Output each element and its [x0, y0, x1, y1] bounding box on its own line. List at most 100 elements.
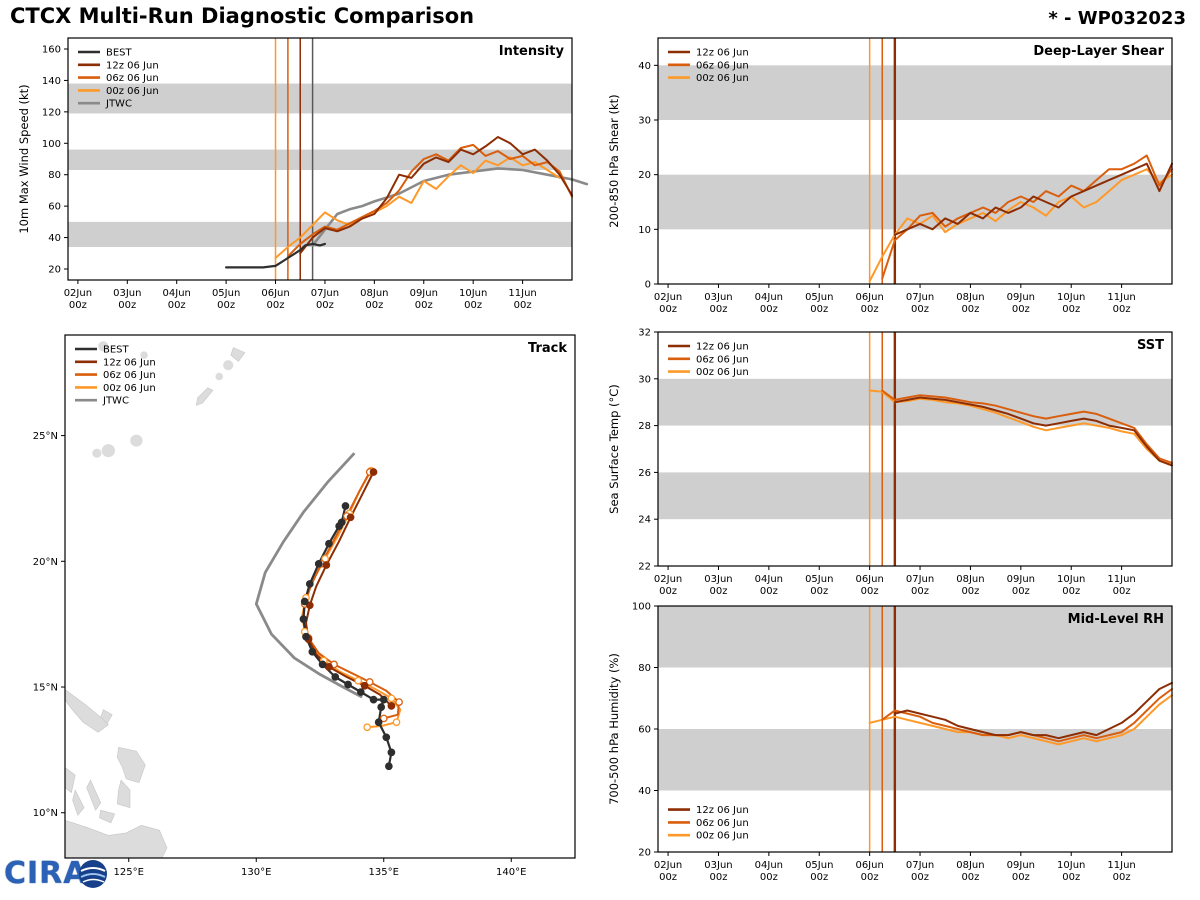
text-label: 130°E: [241, 867, 271, 878]
text-label: 00z 06 Jun: [106, 86, 159, 97]
island: [101, 444, 115, 458]
text-label: 00z: [911, 304, 929, 315]
text-label: 06z 06 Jun: [106, 73, 159, 84]
map-area: [65, 335, 575, 858]
island: [92, 448, 102, 458]
text-label: 10Jun: [1057, 860, 1085, 871]
text-label: 00z: [760, 872, 778, 883]
rh-panel: 2040608010002Jun00z03Jun00z04Jun00z05Jun…: [607, 602, 1173, 883]
text-label: 20: [638, 848, 651, 859]
text-label: 32: [638, 328, 651, 339]
storm-id: * - WP032023: [1048, 8, 1186, 29]
text-label: 09Jun: [1007, 292, 1035, 303]
text-label: JTWC: [105, 99, 132, 110]
shaded-band: [658, 65, 1172, 120]
track-marker-best: [331, 673, 340, 681]
shaded-band: [658, 606, 1172, 668]
text-label: 00z: [810, 872, 828, 883]
text-label: 00z 06 Jun: [103, 383, 156, 394]
text-label: 160: [42, 45, 61, 56]
text-label: 08Jun: [360, 288, 388, 299]
island: [140, 351, 148, 359]
text-label: 04Jun: [755, 292, 783, 303]
series-line-best: [225, 242, 326, 269]
text-label: 100: [632, 602, 651, 613]
text-label: 25°N: [33, 431, 58, 442]
island: [223, 360, 234, 371]
intensity-panel: 2040608010012014016002Jun00z03Jun00z04Ju…: [17, 37, 589, 311]
text-label: 10°N: [33, 808, 58, 819]
map-border: [64, 334, 576, 859]
text-label: 06Jun: [261, 288, 289, 299]
text-label: 07Jun: [906, 574, 934, 585]
track-marker-best: [314, 559, 323, 568]
series-line-00z-06-jun: [868, 694, 1173, 746]
track-marker-12z-06-jun: [325, 663, 333, 671]
text-label: 24: [638, 515, 651, 526]
track-marker-best: [337, 518, 346, 527]
shaded-band: [658, 472, 1172, 520]
cira-logo-text: CIRA: [4, 856, 88, 891]
text-label: 06z 06 Jun: [103, 370, 156, 381]
page-title: CTCX Multi-Run Diagnostic Comparison: [10, 4, 475, 28]
text-label: 00z: [1113, 304, 1131, 315]
text-label: 80: [638, 663, 651, 674]
text-label: 00z: [911, 872, 929, 883]
text-label: 12z 06 Jun: [696, 342, 749, 353]
text-label: 02Jun: [64, 288, 92, 299]
text-label: 40: [48, 233, 61, 244]
landmass: [116, 779, 131, 809]
plot-border: [67, 37, 573, 281]
text-label: 30: [638, 116, 651, 127]
text-label: 11Jun: [1107, 292, 1135, 303]
text-label: 00z: [709, 872, 727, 883]
series-line-12z-06-jun: [893, 162, 1173, 236]
track-marker-best: [384, 762, 393, 771]
island: [215, 372, 224, 381]
text-label: 00z: [961, 872, 979, 883]
text-label: 00z: [217, 300, 235, 311]
text-label: Track: [528, 341, 567, 356]
text-label: BEST: [103, 345, 130, 356]
text-label: 00z: [810, 304, 828, 315]
text-label: 00z: [861, 304, 879, 315]
text-label: 12z 06 Jun: [696, 805, 749, 816]
text-label: 06z 06 Jun: [696, 60, 749, 71]
text-label: 07Jun: [311, 288, 339, 299]
text-label: 20: [638, 170, 651, 181]
text-label: 28: [638, 421, 651, 432]
text-label: 00z: [1062, 872, 1080, 883]
shear-panel: 01020304002Jun00z03Jun00z04Jun00z05Jun00…: [607, 37, 1173, 315]
track-marker-00z-06-jun: [392, 718, 401, 727]
text-label: 20°N: [33, 557, 58, 568]
cira-globe-icon: [78, 859, 107, 888]
plot-border: [657, 37, 1173, 285]
text-label: 00z: [911, 586, 929, 597]
text-label: 10Jun: [459, 288, 487, 299]
text-label: 20: [48, 265, 61, 276]
text-label: 00z: [1012, 304, 1030, 315]
track-marker-best: [377, 703, 386, 711]
text-label: 08Jun: [956, 292, 984, 303]
text-label: 00z: [760, 304, 778, 315]
text-label: 04Jun: [755, 574, 783, 585]
text-label: 00z: [861, 586, 879, 597]
text-label: 07Jun: [906, 292, 934, 303]
text-label: JTWC: [102, 396, 129, 407]
text-label: 00z: [810, 586, 828, 597]
track-panel: 125°E 130°E 135°E 140°E 10°N 15°N 20°N 25°N Trac…: [33, 334, 576, 878]
sst-panel: 22242628303202Jun00z03Jun00z04Jun00z05Ju…: [607, 328, 1173, 597]
landmass: [116, 747, 146, 783]
track-marker-12z-06-jun: [360, 681, 369, 690]
text-label: 00z: [514, 300, 532, 311]
shaded-band: [658, 378, 1172, 426]
text-label: 10Jun: [1057, 292, 1085, 303]
landmass: [230, 347, 246, 362]
text-label: 09Jun: [1007, 860, 1035, 871]
track-marker-06z-06-jun: [395, 698, 403, 706]
series-line-06z-06-jun: [286, 143, 573, 258]
text-label: 11Jun: [1107, 860, 1135, 871]
text-label: 00z: [415, 300, 433, 311]
text-label: BEST: [106, 48, 133, 59]
text-label: Mid-Level RH: [1068, 612, 1164, 627]
